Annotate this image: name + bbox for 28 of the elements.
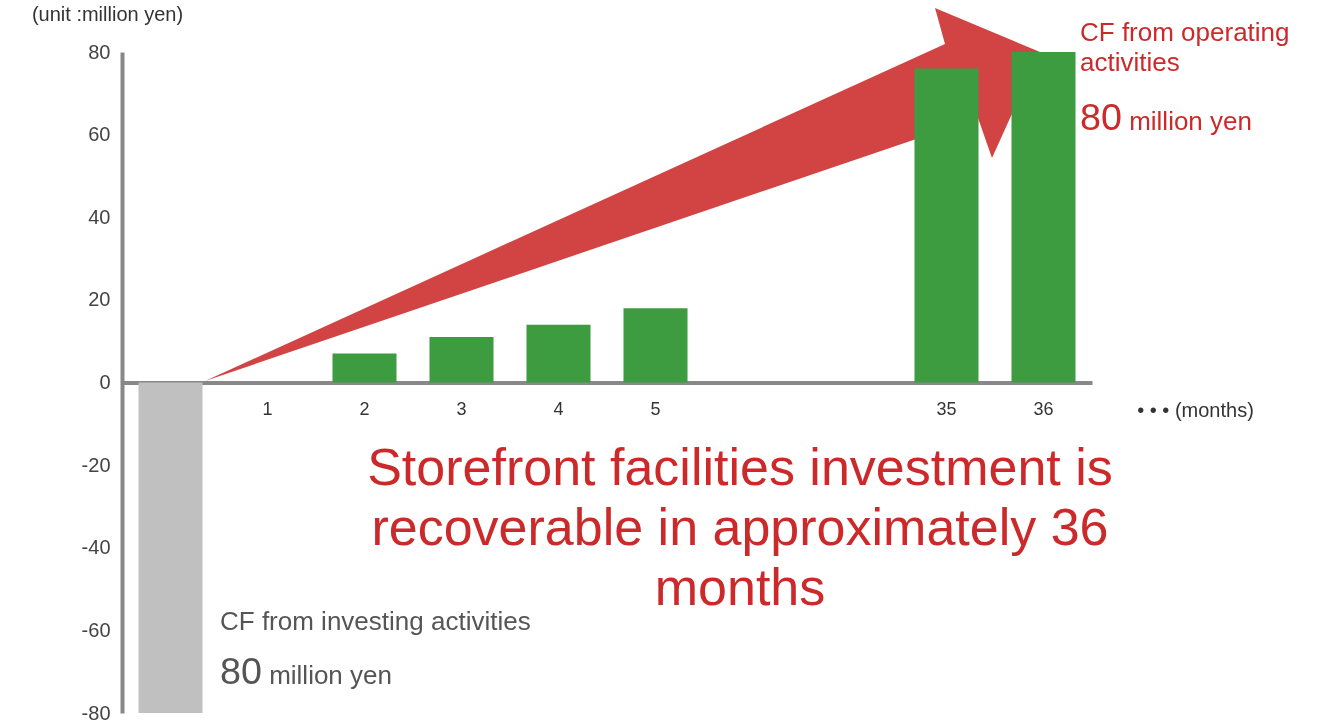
annotation: 80 million yen [220, 650, 393, 694]
y-tick-label: -40 [81, 536, 111, 559]
bar [914, 68, 979, 383]
y-tick-label: -60 [81, 618, 111, 641]
bar [526, 324, 591, 383]
y-tick-label: 60 [88, 123, 111, 146]
annotation: CF from operating activities [1080, 17, 1291, 78]
x-tick-label: 5 [650, 399, 661, 419]
y-tick-label: -80 [81, 701, 111, 723]
annotation: 80 million yen [1080, 96, 1253, 140]
y-tick-label: 20 [88, 288, 111, 311]
bar [623, 308, 688, 383]
x-tick-label: 36 [1033, 399, 1054, 419]
x-tick-label: 35 [936, 399, 957, 419]
y-tick-label: 40 [88, 205, 111, 228]
x-tick-label: 3 [456, 399, 467, 419]
x-tick-label: 1 [262, 399, 273, 419]
y-axis-title: (unit :million yen) [31, 2, 184, 25]
bar [332, 353, 397, 383]
x-tick-label: 4 [553, 399, 564, 419]
bar [138, 382, 203, 713]
bar [1011, 52, 1076, 383]
x-axis-title: • • • (months) [1137, 399, 1254, 421]
y-tick-label: -20 [81, 453, 111, 476]
x-tick-label: 2 [359, 399, 370, 419]
y-tick-label: 0 [99, 371, 111, 393]
bar [429, 337, 494, 383]
y-tick-label: 80 [88, 40, 111, 63]
